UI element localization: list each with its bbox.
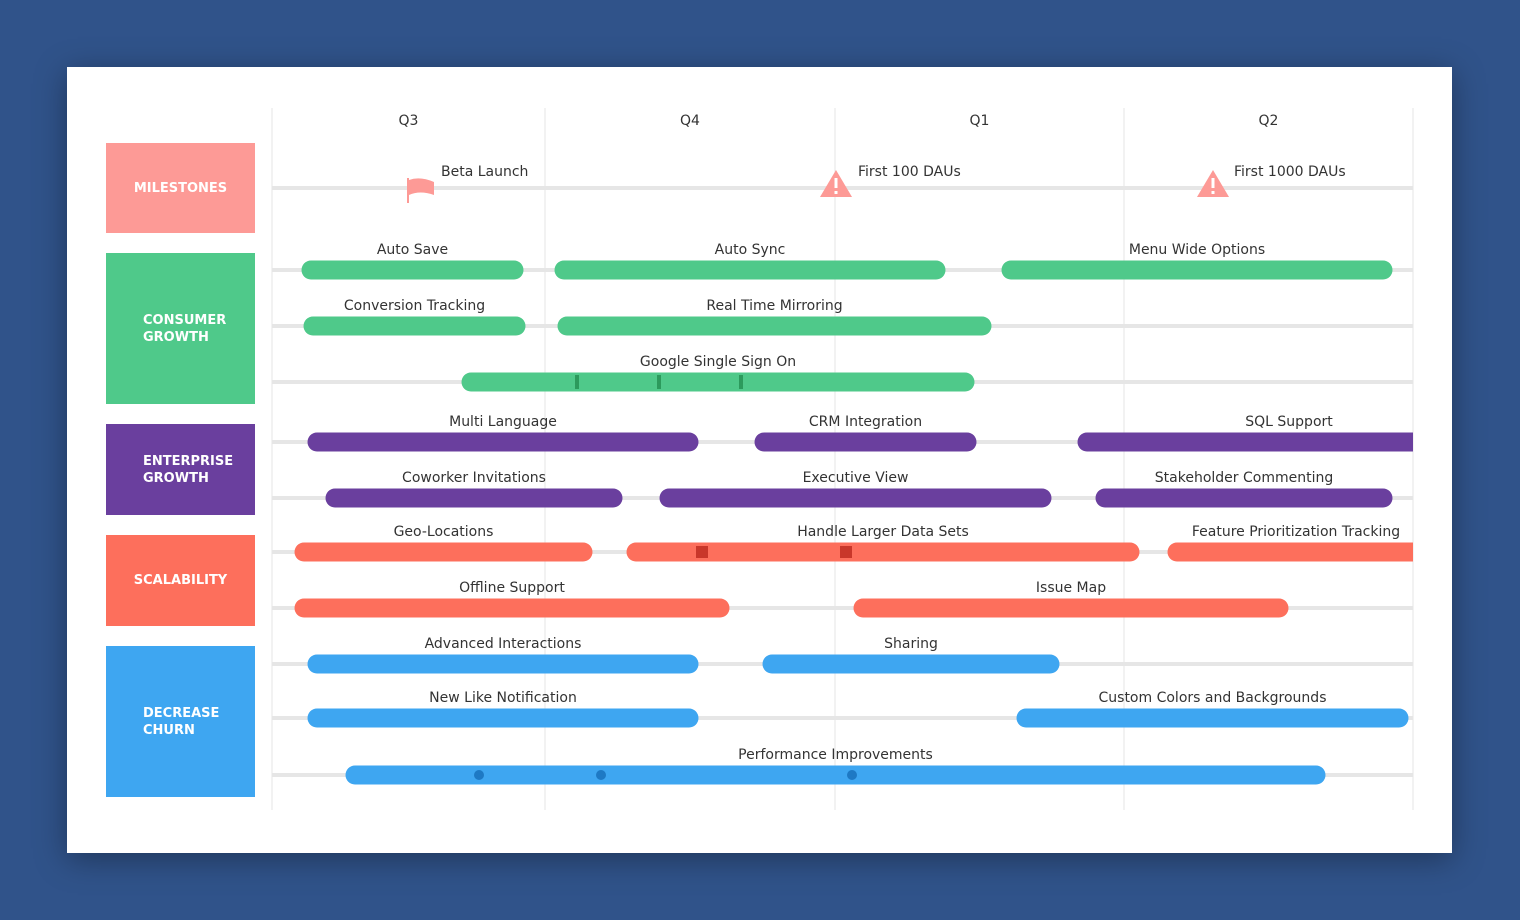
group-scalability: SCALABILITY bbox=[106, 535, 255, 626]
group-consumer: CONSUMER GROWTH bbox=[106, 253, 255, 404]
task-label: Sharing bbox=[884, 636, 938, 652]
task-label: Auto Sync bbox=[715, 242, 786, 258]
bar-marker bbox=[474, 770, 484, 780]
task-label: Geo-Locations bbox=[394, 524, 494, 540]
quarter-label: Q2 bbox=[1259, 113, 1279, 129]
task-label: Real Time Mirroring bbox=[706, 298, 842, 314]
quarter-label: Q4 bbox=[680, 113, 700, 129]
group-churn: DECREASE CHURN bbox=[106, 646, 255, 797]
group-label: MILESTONES bbox=[133, 180, 228, 196]
bar-marker bbox=[596, 770, 606, 780]
task-label: Advanced Interactions bbox=[425, 636, 582, 652]
task-label: Menu Wide Options bbox=[1129, 242, 1265, 258]
task-label: Issue Map bbox=[1036, 580, 1106, 596]
group-label: CONSUMER GROWTH bbox=[143, 312, 227, 345]
group-milestones: MILESTONES bbox=[106, 143, 255, 233]
task-label: Feature Prioritization Tracking bbox=[1192, 524, 1400, 540]
quarter-label: Q1 bbox=[970, 113, 990, 129]
task-label: Executive View bbox=[803, 470, 909, 486]
bar-marker bbox=[657, 375, 661, 389]
bar-marker bbox=[696, 546, 708, 558]
milestone-label: First 100 DAUs bbox=[858, 164, 961, 180]
task-label: Conversion Tracking bbox=[344, 298, 485, 314]
task-label: Custom Colors and Backgrounds bbox=[1099, 690, 1327, 706]
task-label: CRM Integration bbox=[809, 414, 922, 430]
task-label: Offline Support bbox=[459, 580, 565, 596]
task-label: Performance Improvements bbox=[738, 747, 933, 763]
warning-mark bbox=[1211, 178, 1215, 188]
warning-mark bbox=[834, 178, 838, 188]
warning-mark bbox=[1211, 191, 1215, 194]
warning-mark bbox=[834, 191, 838, 194]
group-label: DECREASE CHURN bbox=[143, 705, 220, 738]
task-label: Handle Larger Data Sets bbox=[797, 524, 969, 540]
bar-marker bbox=[847, 770, 857, 780]
milestone-label: Beta Launch bbox=[441, 164, 528, 180]
task-label: Auto Save bbox=[377, 242, 448, 258]
flag bbox=[409, 178, 434, 195]
bar-marker bbox=[840, 546, 852, 558]
group-label: ENTERPRISE GROWTH bbox=[143, 453, 234, 486]
quarter-label: Q3 bbox=[399, 113, 419, 129]
task-label: Stakeholder Commenting bbox=[1155, 470, 1333, 486]
task-label: SQL Support bbox=[1245, 414, 1333, 430]
task-label: Multi Language bbox=[449, 414, 557, 430]
milestone-label: First 1000 DAUs bbox=[1234, 164, 1346, 180]
task-label: New Like Notification bbox=[429, 690, 577, 706]
bar-marker bbox=[739, 375, 743, 389]
task-label: Coworker Invitations bbox=[402, 470, 546, 486]
task-label: Google Single Sign On bbox=[640, 354, 796, 370]
group-enterprise: ENTERPRISE GROWTH bbox=[106, 424, 255, 515]
group-label: SCALABILITY bbox=[133, 573, 228, 588]
bar-marker bbox=[575, 375, 579, 389]
